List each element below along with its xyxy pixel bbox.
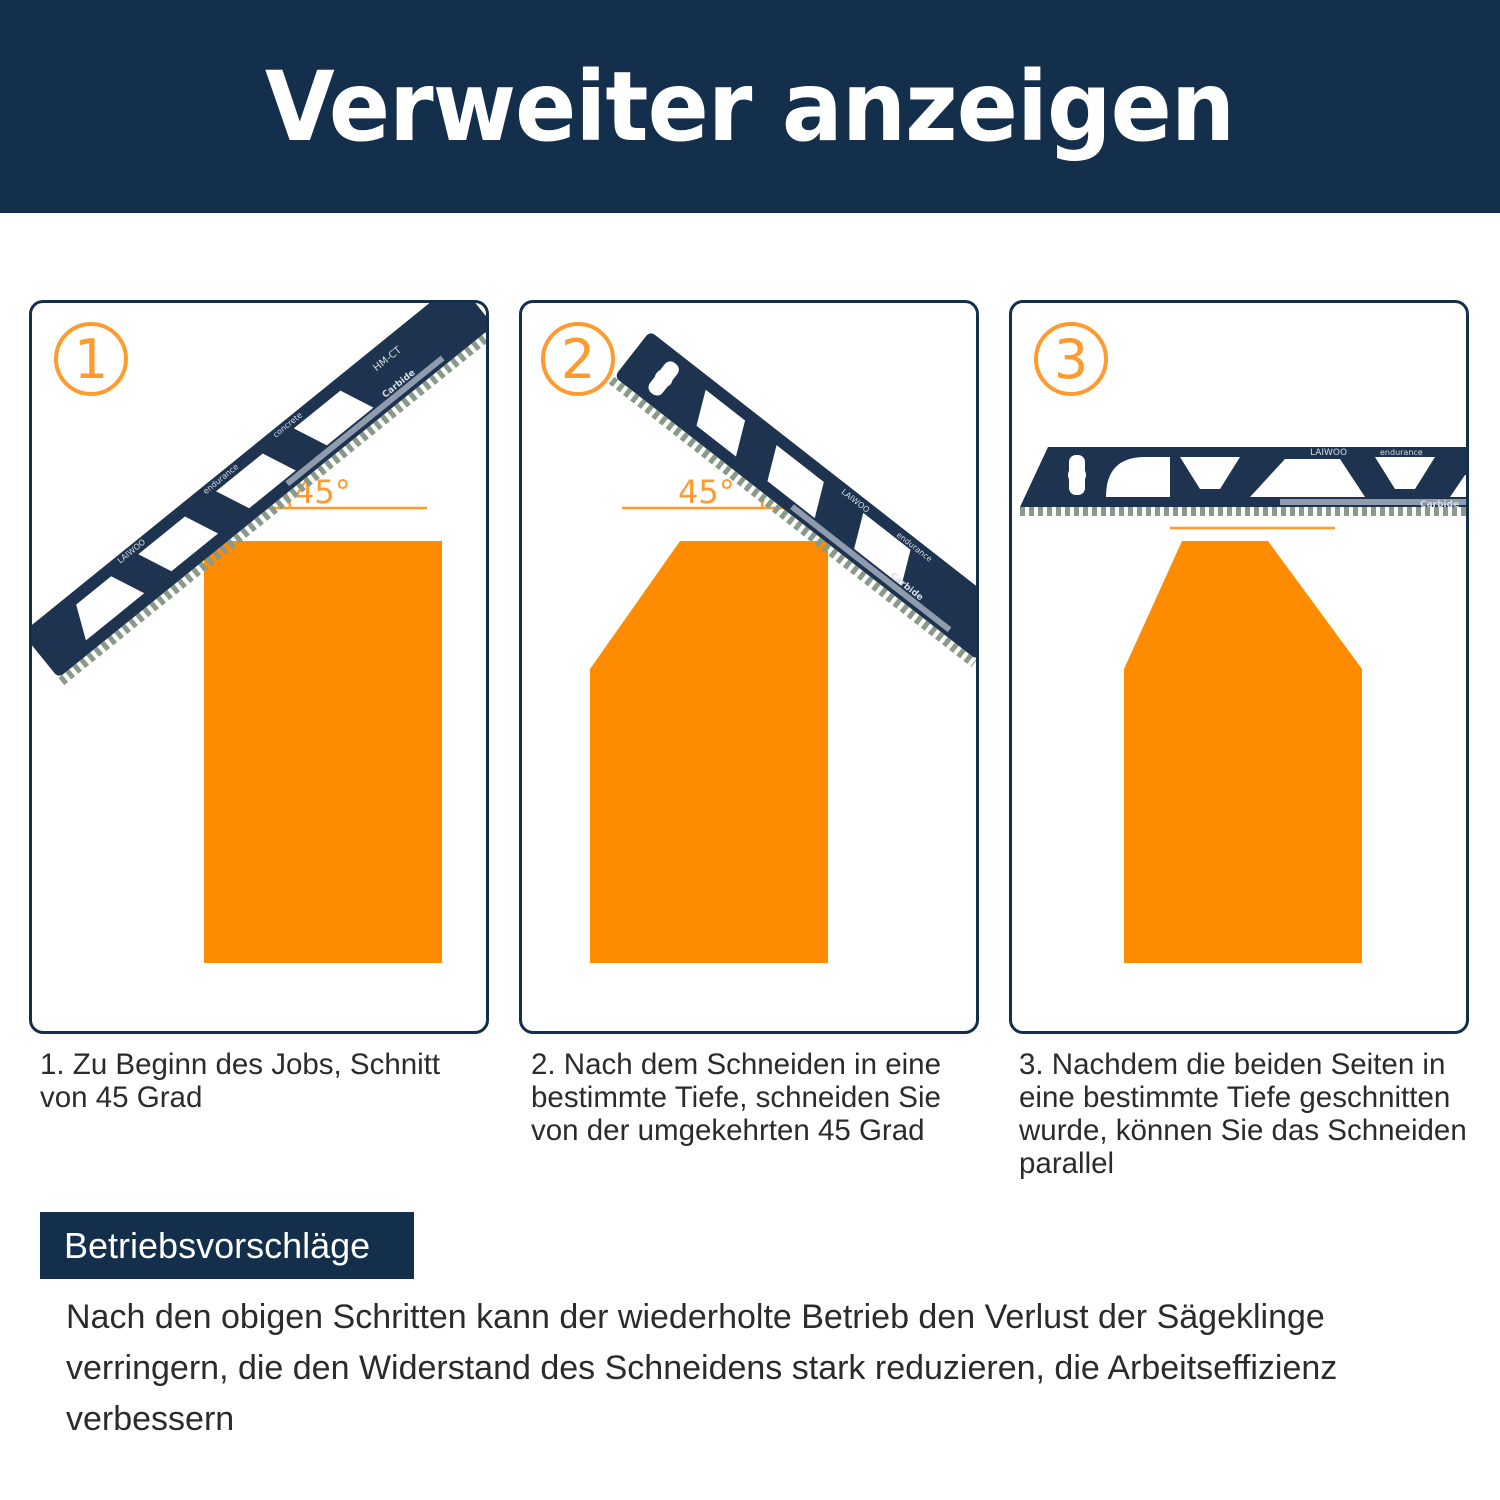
header-banner: Verweiter anzeigen bbox=[0, 0, 1500, 213]
step-2-caption: 2. Nach dem Schneiden in eine bestimmte … bbox=[531, 1048, 941, 1147]
step-badge bbox=[541, 322, 615, 396]
step-1-caption: 1. Zu Beginn des Jobs, Schnitt von 45 Gr… bbox=[40, 1048, 441, 1114]
step-badge-number: 2 bbox=[561, 328, 595, 391]
saw-blade: LAIWOO endurance Carbide bbox=[1020, 447, 1466, 516]
step-3-panel: LAIWOO endurance Carbide 3 bbox=[1009, 300, 1469, 1034]
workpiece-block bbox=[590, 541, 828, 963]
step-1-panel: 45° LAIWOO endurance concrete Carbide HM… bbox=[29, 300, 489, 1034]
page-title: Verweiter anzeigen bbox=[265, 50, 1235, 163]
angle-label: 45° bbox=[678, 473, 735, 511]
step-3-illustration: LAIWOO endurance Carbide 3 bbox=[1020, 322, 1466, 963]
blade-brand: LAIWOO bbox=[1310, 448, 1347, 458]
tips-text: Nach den obigen Schritten kann der wiede… bbox=[66, 1298, 1338, 1438]
step-badge-number: 3 bbox=[1054, 328, 1088, 391]
step-badge bbox=[54, 322, 128, 396]
step-2-panel: 45° LAIWOO endurance Carbide 2 bbox=[519, 300, 979, 1034]
blade-type: Carbide bbox=[1420, 500, 1459, 510]
workpiece-block bbox=[204, 541, 442, 963]
step-3-caption: 3. Nachdem die beiden Seiten in eine bes… bbox=[1019, 1048, 1467, 1180]
blade-line: endurance bbox=[1380, 448, 1423, 457]
step-1-illustration: 45° LAIWOO endurance concrete Carbide HM… bbox=[32, 303, 486, 963]
workpiece-block bbox=[1124, 541, 1362, 963]
saw-blade: LAIWOO endurance Carbide bbox=[608, 333, 976, 668]
step-badge-number: 1 bbox=[74, 328, 108, 391]
saw-blade: LAIWOO endurance concrete Carbide HM-CT bbox=[32, 303, 486, 686]
tips-heading: Betriebsvorschläge bbox=[40, 1212, 414, 1279]
step-badge bbox=[1034, 322, 1108, 396]
step-2-illustration: 45° LAIWOO endurance Carbide 2 bbox=[541, 322, 976, 963]
